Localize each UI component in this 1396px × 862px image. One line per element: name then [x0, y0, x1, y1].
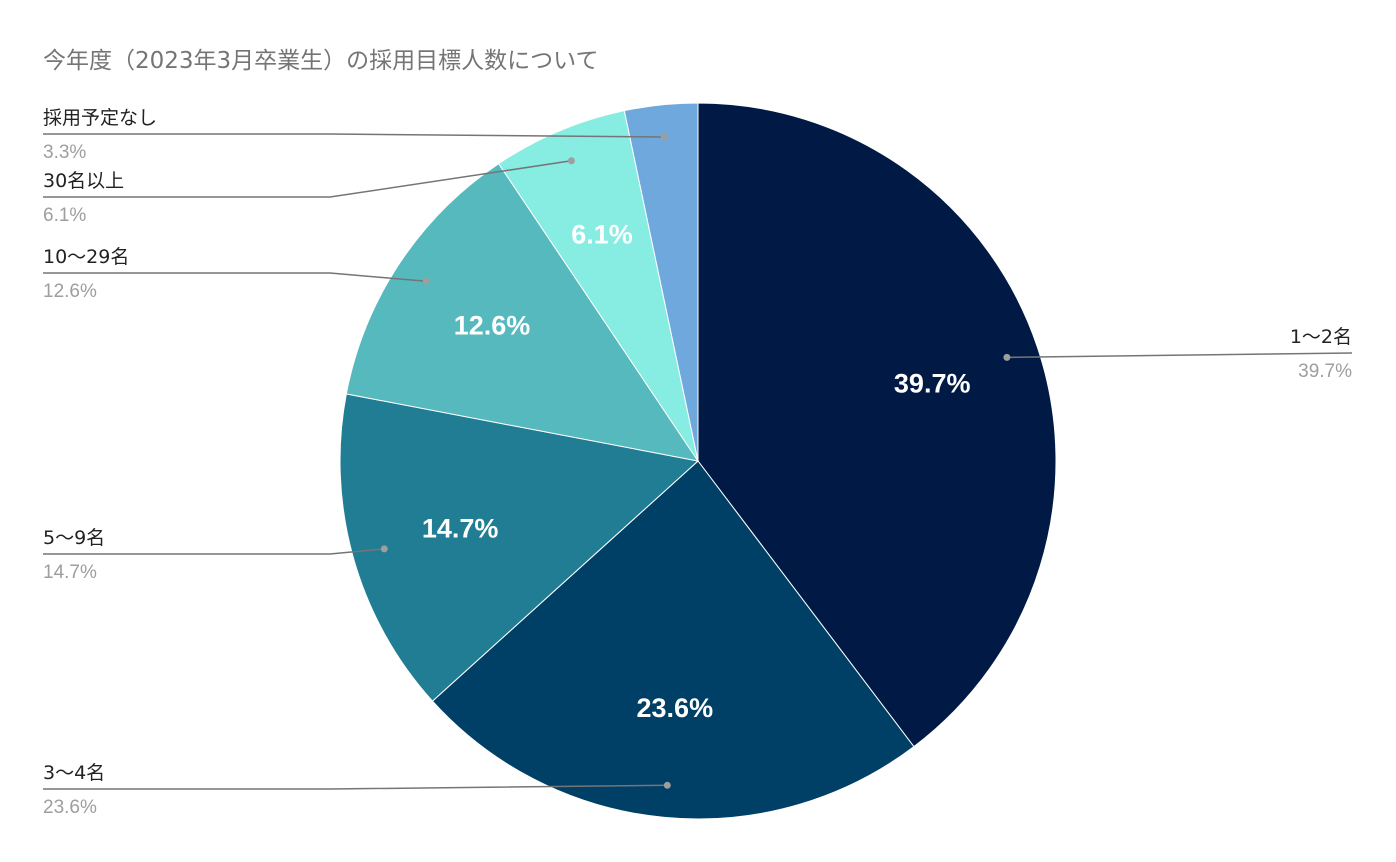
slice-inside-label: 39.7%: [894, 369, 971, 399]
slice-inside-label: 14.7%: [422, 514, 499, 544]
pie-slice-1: [697, 102, 1057, 748]
callout-leader-line: [43, 784, 668, 790]
pie-inside-labels: 39.7% 23.6% 14.7% 12.6% 6.1%: [422, 219, 971, 723]
pie-slice-3: [339, 393, 700, 702]
callout-value-label: 39.7%: [1298, 361, 1352, 382]
pie-slice-4: [345, 162, 700, 462]
slice-inside-label: 6.1%: [571, 219, 633, 249]
callout-value-label: 3.3%: [43, 142, 86, 163]
slice-inside-label: 23.6%: [637, 693, 714, 723]
pie-slice-6: [623, 102, 699, 462]
callout-dot: [1003, 353, 1011, 361]
callout-dot: [660, 133, 668, 141]
callout-category-label: 採用予定なし: [43, 107, 157, 129]
pie-slice-2: [431, 460, 915, 820]
callout-leader-line: [43, 272, 427, 283]
callout-value-label: 12.6%: [43, 281, 97, 302]
callout-leader-line: [43, 133, 665, 138]
callout-category-label: 10〜29名: [43, 246, 129, 268]
callout-value-label: 6.1%: [43, 205, 86, 226]
callout-leader-line: [43, 160, 572, 198]
callout-value-label: 14.7%: [43, 562, 97, 583]
callout-leader-line: [1006, 352, 1353, 359]
callout-leader-line: [43, 548, 385, 555]
slice-inside-label: 12.6%: [454, 311, 531, 341]
pie-slice-5: [497, 110, 699, 462]
callout-value-label: 23.6%: [43, 797, 97, 818]
pie-callouts: 1〜2名 39.7% 3〜4名 23.6% 5〜9名 14.7% 10〜29名 12.6% 30…: [43, 107, 1352, 818]
callout-dot: [663, 781, 671, 789]
callout-dot: [567, 157, 575, 165]
callout-dot: [380, 545, 388, 553]
pie-slices: [339, 102, 1057, 820]
callout-category-label: 5〜9名: [43, 527, 105, 549]
callout-category-label: 3〜4名: [43, 762, 105, 784]
callout-category-label: 1〜2名: [1290, 326, 1352, 348]
chart-title: 今年度（2023年3月卒業生）の採用目標人数について: [43, 48, 598, 74]
callout-dot: [422, 277, 430, 285]
callout-category-label: 30名以上: [43, 170, 124, 192]
